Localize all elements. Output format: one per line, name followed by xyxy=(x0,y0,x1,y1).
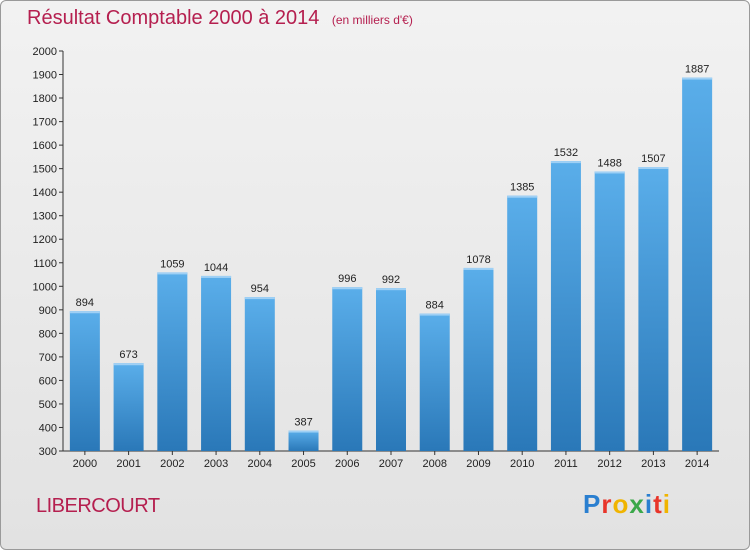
y-tick-label: 2000 xyxy=(33,46,57,58)
x-tick-label: 2010 xyxy=(510,458,534,470)
bar xyxy=(594,171,625,451)
bar-highlight xyxy=(463,267,494,270)
y-tick-label: 1300 xyxy=(33,211,57,223)
bar-value-label: 1044 xyxy=(204,262,228,274)
y-tick-label: 600 xyxy=(39,375,57,387)
bar xyxy=(113,363,144,451)
x-tick-label: 2004 xyxy=(248,458,272,470)
bar-highlight xyxy=(157,272,188,275)
x-tick-label: 2012 xyxy=(597,458,621,470)
logo-letter: r xyxy=(601,489,613,519)
bar xyxy=(69,311,100,451)
bar-highlight xyxy=(201,275,232,278)
y-tick-label: 1900 xyxy=(33,70,57,82)
bar-value-label: 992 xyxy=(382,274,400,286)
bar-value-label: 996 xyxy=(338,273,356,285)
y-tick-label: 1500 xyxy=(33,164,57,176)
bar-highlight xyxy=(376,288,406,291)
bar-value-label: 387 xyxy=(294,417,312,429)
bar-highlight xyxy=(638,167,669,169)
y-tick-label: 800 xyxy=(39,328,57,340)
bar-highlight xyxy=(419,313,450,316)
bar xyxy=(507,195,538,451)
bar-value-label: 1385 xyxy=(510,182,534,194)
bar xyxy=(463,267,494,451)
x-tick-label: 2003 xyxy=(204,458,228,470)
bar-value-label: 1078 xyxy=(466,254,490,266)
logo-letter: x xyxy=(629,489,645,519)
bar xyxy=(682,77,713,452)
y-tick-label: 1400 xyxy=(33,187,57,199)
bar xyxy=(157,272,188,451)
y-tick-label: 1600 xyxy=(33,140,57,152)
commune-name: LIBERCOURT xyxy=(36,495,160,517)
bar-value-label: 894 xyxy=(76,297,94,309)
y-tick-label: 500 xyxy=(39,399,57,411)
bar-highlight xyxy=(332,287,363,290)
bar xyxy=(244,297,275,451)
logo-letter: i xyxy=(644,489,654,519)
y-tick-label: 300 xyxy=(39,446,57,458)
bar-value-label: 1532 xyxy=(554,147,578,159)
x-tick-label: 2006 xyxy=(335,458,359,470)
bar-highlight xyxy=(682,77,713,80)
x-tick-label: 2005 xyxy=(291,458,315,470)
bar xyxy=(550,161,581,451)
chart-subtitle: (en milliers d'€) xyxy=(331,13,413,27)
x-tick-label: 2001 xyxy=(116,458,140,470)
bar xyxy=(332,287,363,451)
logo-letter: o xyxy=(612,489,630,519)
bar-highlight xyxy=(550,161,581,164)
bar-highlight xyxy=(69,311,100,314)
bar-highlight xyxy=(594,171,625,174)
bar-value-label: 1059 xyxy=(160,258,184,270)
bar-highlight xyxy=(288,430,319,433)
bar-value-label: 884 xyxy=(426,300,444,312)
logo-letter: t xyxy=(653,489,663,519)
bar-value-label: 1887 xyxy=(685,64,709,76)
bar-value-label: 1507 xyxy=(641,153,665,165)
y-tick-label: 1100 xyxy=(33,258,57,270)
bar-value-label: 673 xyxy=(119,349,137,361)
x-tick-label: 2007 xyxy=(379,458,403,470)
bar-highlight xyxy=(244,297,275,300)
proxiti-logo: Proxiti xyxy=(583,489,671,520)
y-tick-label: 900 xyxy=(39,305,57,317)
y-tick-label: 700 xyxy=(39,352,57,364)
y-tick-label: 1200 xyxy=(33,234,57,246)
chart-bars: 894 673 1059 1044 954 387 996 992 884 1078 1385 153… xyxy=(69,64,713,452)
bar xyxy=(288,430,319,451)
chart-title: Résultat Comptable 2000 à 2014 xyxy=(27,7,320,29)
bar xyxy=(638,167,669,451)
bar xyxy=(201,275,232,451)
x-tick-label: 2014 xyxy=(685,458,709,470)
y-tick-label: 1700 xyxy=(33,117,57,129)
bar-value-label: 954 xyxy=(251,283,269,295)
bar-highlight xyxy=(507,195,538,198)
logo-letter: P xyxy=(583,489,602,519)
x-tick-label: 2011 xyxy=(554,458,578,470)
chart-title-block: Résultat Comptable 2000 à 2014 (en milli… xyxy=(27,7,413,30)
bar xyxy=(376,288,406,451)
y-tick-label: 1000 xyxy=(33,281,57,293)
x-tick-label: 2002 xyxy=(160,458,184,470)
bar-highlight xyxy=(113,363,144,366)
y-tick-label: 1800 xyxy=(33,93,57,105)
bar-value-label: 1488 xyxy=(597,157,621,169)
bar xyxy=(419,313,450,451)
x-tick-label: 2013 xyxy=(641,458,665,470)
x-tick-label: 2009 xyxy=(466,458,490,470)
y-tick-label: 400 xyxy=(39,422,57,434)
logo-letter: i xyxy=(662,489,671,519)
x-tick-label: 2000 xyxy=(73,458,97,470)
x-tick-label: 2008 xyxy=(422,458,446,470)
